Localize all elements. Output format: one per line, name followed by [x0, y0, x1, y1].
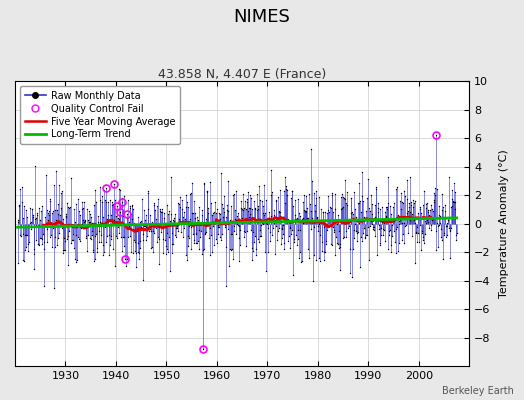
Text: NIMES: NIMES [234, 8, 290, 26]
Text: Berkeley Earth: Berkeley Earth [442, 386, 514, 396]
Legend: Raw Monthly Data, Quality Control Fail, Five Year Moving Average, Long-Term Tren: Raw Monthly Data, Quality Control Fail, … [20, 86, 180, 144]
Y-axis label: Temperature Anomaly (°C): Temperature Anomaly (°C) [499, 149, 509, 298]
Title: 43.858 N, 4.407 E (France): 43.858 N, 4.407 E (France) [158, 68, 326, 81]
